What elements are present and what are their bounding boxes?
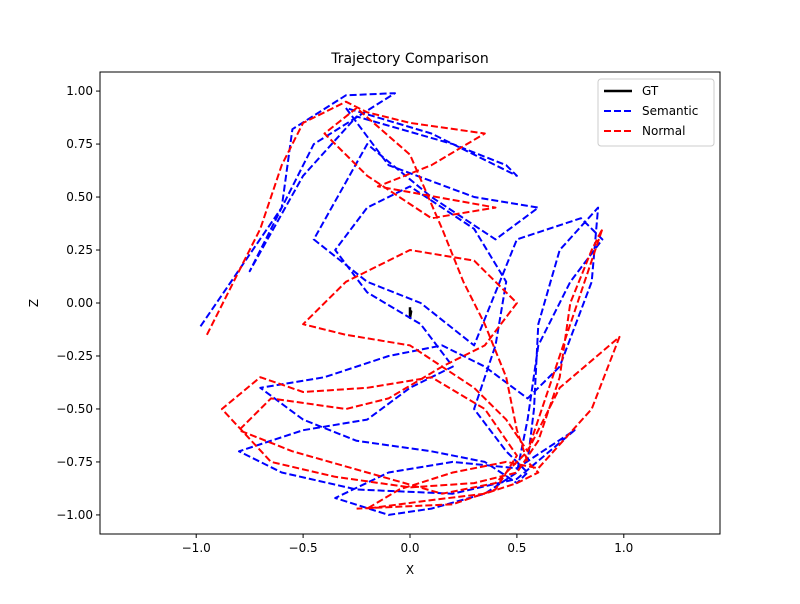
legend: GT Semantic Normal — [597, 78, 715, 147]
x-axis-ticks: −1.0 −0.5 0.0 0.5 1.0 — [182, 534, 633, 555]
legend-label-normal: Normal — [642, 124, 685, 138]
x-tick-label: 0.5 — [507, 541, 526, 555]
x-axis-label: X — [406, 563, 414, 577]
y-tick-label: −0.75 — [56, 455, 93, 469]
y-axis-label: Z — [27, 299, 41, 307]
x-tick-label: −0.5 — [289, 541, 318, 555]
x-tick-label: 0.0 — [400, 541, 419, 555]
y-tick-label: 0.25 — [66, 243, 93, 257]
chart-title: Trajectory Comparison — [330, 51, 488, 67]
series-line-gt — [408, 307, 413, 320]
y-tick-label: 0.50 — [66, 190, 93, 204]
series-layer — [199, 92, 621, 516]
x-tick-label: −1.0 — [182, 541, 211, 555]
y-tick-label: 0.75 — [66, 137, 93, 151]
y-axis-ticks: −1.00 −0.75 −0.50 −0.25 0.00 0.25 0.50 0.75 1.00 — [56, 84, 100, 522]
y-tick-label: −0.25 — [56, 349, 93, 363]
legend-entries: GT Semantic Normal — [604, 84, 698, 138]
legend-label-semantic: Semantic — [642, 104, 698, 118]
y-tick-label: 1.00 — [66, 84, 93, 98]
y-tick-label: 0.00 — [66, 296, 93, 310]
y-tick-label: −1.00 — [56, 508, 93, 522]
x-tick-label: 1.0 — [614, 541, 633, 555]
legend-frame — [597, 78, 715, 147]
y-tick-label: −0.50 — [56, 402, 93, 416]
series-line-normal — [206, 100, 621, 510]
legend-label-gt: GT — [642, 84, 659, 98]
series-line-semantic — [199, 92, 604, 516]
